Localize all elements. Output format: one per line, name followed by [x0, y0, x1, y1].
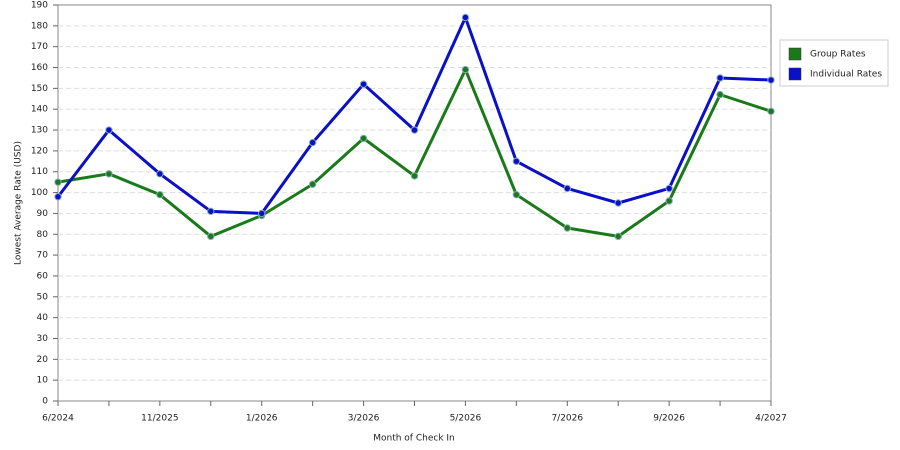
data-point [258, 209, 266, 218]
y-tick-label: 130 [31, 126, 48, 136]
y-tick-label: 30 [37, 334, 49, 344]
y-tick-label: 20 [37, 355, 49, 365]
x-tick-label: 6/2024 [42, 414, 74, 424]
data-point [156, 190, 164, 199]
y-tick-label: 120 [31, 146, 48, 156]
data-point [54, 178, 62, 186]
legend-swatch [788, 47, 802, 61]
data-point [614, 199, 622, 207]
y-tick-label: 0 [42, 397, 48, 407]
legend-label: Group Rates [810, 50, 866, 60]
data-point [156, 170, 164, 178]
x-axis-label: Month of Check In [373, 434, 455, 444]
y-tick-label: 140 [31, 105, 48, 115]
data-point [207, 232, 215, 241]
data-point [716, 90, 724, 99]
y-tick-label: 60 [37, 271, 49, 281]
x-tick-label: 4/2027 [755, 414, 787, 424]
data-point [207, 207, 215, 216]
plot-area [57, 4, 772, 402]
x-tick-label: 11/2025 [141, 414, 178, 424]
y-tick-label: 170 [31, 42, 48, 52]
data-point [461, 65, 470, 74]
x-tick-label: 5/2026 [450, 414, 482, 424]
data-point [512, 157, 521, 166]
y-tick-label: 40 [37, 313, 49, 323]
y-tick-label: 50 [37, 292, 49, 302]
data-point [767, 107, 775, 115]
data-point [563, 184, 571, 193]
x-tick-label: 9/2026 [653, 414, 685, 424]
data-point [105, 170, 113, 178]
y-tick-label: 160 [31, 63, 48, 73]
legend-label: Individual Rates [810, 70, 882, 80]
x-tick-label: 7/2026 [551, 414, 583, 424]
y-tick-label: 10 [37, 376, 49, 386]
y-tick-label: 80 [37, 230, 49, 240]
data-point [665, 184, 673, 193]
data-point [563, 224, 571, 232]
y-tick-label: 90 [37, 209, 49, 219]
y-tick-label: 150 [31, 84, 48, 94]
data-point [359, 80, 368, 88]
y-tick-label: 110 [31, 167, 48, 177]
data-point [308, 180, 317, 188]
data-point [461, 13, 470, 22]
data-point [410, 172, 419, 180]
y-tick-label: 190 [31, 1, 48, 11]
data-point [512, 190, 521, 199]
data-point [767, 76, 775, 84]
data-point [308, 138, 317, 147]
data-point [54, 193, 62, 201]
y-tick-label: 100 [31, 188, 48, 198]
x-tick-label: 3/2026 [348, 414, 380, 424]
data-point [410, 126, 419, 134]
y-tick-label: 180 [31, 21, 48, 31]
y-axis-label: Lowest Average Rate (USD) [14, 141, 24, 265]
y-tick-label: 70 [37, 251, 49, 261]
x-tick-label: 1/2026 [246, 414, 278, 424]
data-point [105, 126, 113, 134]
data-point [665, 197, 673, 205]
data-point [716, 74, 724, 82]
data-point [614, 232, 622, 241]
data-point [359, 134, 368, 143]
legend-swatch [788, 67, 802, 81]
